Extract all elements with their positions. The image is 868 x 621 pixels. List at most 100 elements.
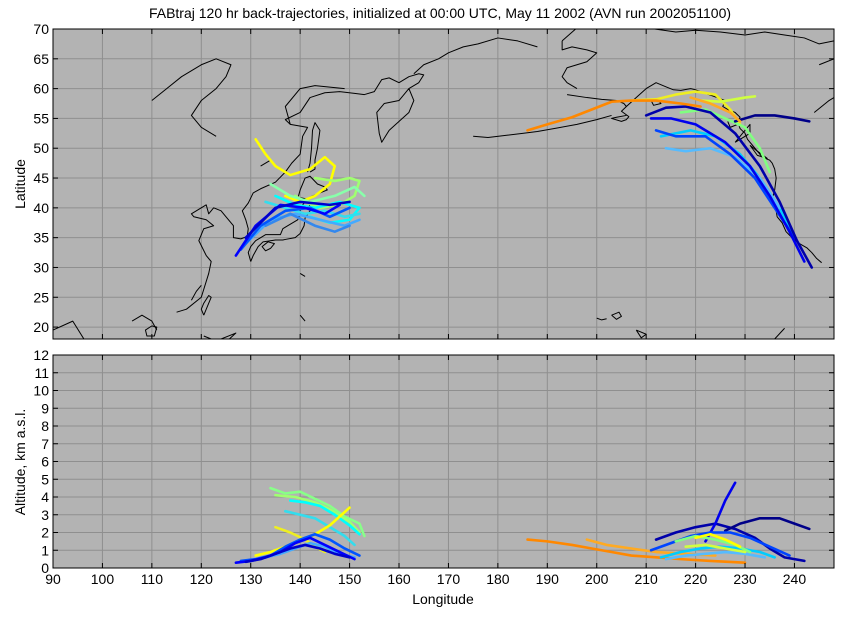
altitude-x-tick-label: 200 (585, 571, 609, 587)
altitude-y-tick-label: 4 (41, 489, 49, 505)
map-trajectory-9 (664, 146, 781, 210)
map-trajectory-17 (644, 105, 814, 269)
map-y-tick-label: 40 (33, 200, 49, 216)
map-trajectory-20 (689, 96, 742, 123)
coastline-segment-3 (413, 37, 538, 75)
altitude-y-tick-label: 3 (41, 507, 49, 523)
map-y-tick-label: 65 (33, 51, 49, 67)
map-trajectory-14 (244, 200, 351, 239)
altitude-x-tick-label: 170 (437, 571, 461, 587)
map-y-tick-label: 45 (33, 170, 49, 186)
coastline-segment-12 (203, 335, 212, 339)
altitude-x-tick-label: 110 (141, 571, 164, 587)
map-panel: 20 25 30 35 40 45 50 55 60 65 70 Latitude (12, 21, 835, 340)
altitude-trajectory-17 (664, 550, 767, 561)
altitude-y-tick-label: 2 (41, 525, 49, 541)
coastline-segment-30 (299, 272, 306, 277)
map-trajectory-15 (654, 129, 796, 239)
altitude-trajectory-3 (284, 509, 356, 547)
map-y-tick-label: 25 (33, 289, 49, 305)
map-y-tick-label: 60 (33, 81, 49, 97)
coastline-segment-10 (200, 294, 212, 316)
altitude-x-tick-label: 130 (239, 571, 263, 587)
coastline-segment-5 (151, 58, 232, 137)
altitude-trajectory-0 (269, 486, 366, 538)
altitude-x-tick-label: 90 (45, 571, 61, 587)
coastline-segment-2 (176, 73, 425, 313)
altitude-trajectories (234, 481, 811, 564)
map-y-tick-label: 30 (33, 259, 49, 275)
map-coastlines (53, 29, 834, 339)
coastline-segment-23 (813, 97, 834, 113)
map-trajectories (234, 90, 814, 269)
map-y-tick-label: 20 (33, 319, 49, 335)
altitude-ticks: 90 100 110 120 130 140 150 160 170 180 190 200 210 22… (33, 347, 834, 587)
map-trajectory-18 (733, 114, 811, 123)
altitude-y-tick-label: 0 (41, 560, 49, 576)
altitude-y-tick-label: 6 (41, 454, 49, 470)
coastline-segment-9 (261, 241, 275, 252)
map-y-tick-label: 55 (33, 110, 49, 126)
map-trajectory-4 (269, 182, 366, 204)
altitude-x-tick-label: 230 (733, 571, 757, 587)
coastline-segment-29 (773, 327, 785, 339)
coastline-segment-13 (220, 332, 237, 339)
map-trajectory-0 (254, 137, 337, 204)
coastline-segment-1 (131, 314, 158, 331)
altitude-trajectory-9 (244, 543, 351, 564)
coastline-segment-32 (299, 314, 306, 322)
coastline-segment-4 (284, 85, 345, 125)
altitude-trajectory-19 (694, 532, 742, 549)
altitude-x-tick-label: 210 (634, 571, 658, 587)
coastline-segment-20 (734, 123, 751, 143)
map-trajectory-12 (239, 206, 351, 251)
map-trajectory-16 (649, 117, 806, 263)
altitude-y-tick-label: 5 (41, 471, 49, 487)
altitude-y-tick-label: 1 (41, 542, 49, 558)
map-trajectory-11 (264, 212, 351, 233)
coastline-segment-14 (190, 285, 202, 301)
altitude-x-tick-label: 140 (288, 571, 312, 587)
altitude-trajectory-13 (723, 516, 811, 533)
x-axis-label: Longitude (412, 591, 474, 607)
coastline-segment-27 (596, 317, 607, 321)
altitude-y-tick-label: 9 (41, 400, 49, 416)
altitude-x-tick-label: 150 (338, 571, 362, 587)
coastline-segment-31 (260, 159, 271, 167)
map-y-tick-label: 35 (33, 230, 49, 246)
altitude-gridlines (53, 355, 834, 568)
altitude-trajectory-12 (654, 522, 806, 563)
coastline-segment-25 (473, 114, 612, 138)
coastline-segment-18 (626, 82, 822, 264)
altitude-trajectory-20 (684, 543, 747, 554)
coastline-segment-11 (144, 325, 158, 337)
map-ticks: 20 25 30 35 40 45 50 55 60 65 70 (33, 21, 834, 339)
altitude-x-tick-label: 240 (783, 571, 807, 587)
altitude-trajectory-10 (526, 538, 747, 564)
altitude-x-tick-label: 190 (536, 571, 560, 587)
map-plot-background (53, 29, 834, 339)
coastline-segment-21 (727, 121, 738, 128)
coastline-segment-24 (818, 58, 834, 66)
altitude-x-tick-label: 220 (684, 571, 708, 587)
altitude-trajectory-15 (649, 531, 791, 557)
coastline-segment-17 (561, 29, 834, 45)
map-trajectory-2 (699, 95, 757, 104)
altitude-y-axis-label: Altitude, km a.s.l. (12, 409, 28, 516)
altitude-x-tick-label: 100 (91, 571, 115, 587)
coastline-segment-16 (561, 40, 598, 90)
map-trajectory-19 (526, 99, 702, 132)
map-plot-frame (52, 28, 835, 340)
altitude-x-tick-label: 160 (387, 571, 411, 587)
altitude-y-tick-label: 8 (41, 418, 49, 434)
chart-title: FABtraj 120 hr back-trajectories, initia… (149, 5, 731, 21)
map-y-axis-label: Latitude (12, 159, 28, 209)
coastline-segment-22 (749, 144, 768, 159)
altitude-y-tick-label: 11 (34, 365, 49, 381)
map-y-tick-label: 50 (33, 140, 49, 156)
altitude-y-tick-label: 10 (33, 383, 49, 399)
altitude-x-tick-label: 180 (486, 571, 510, 587)
altitude-y-tick-label: 12 (33, 347, 49, 363)
coastline-segment-28 (635, 329, 647, 339)
